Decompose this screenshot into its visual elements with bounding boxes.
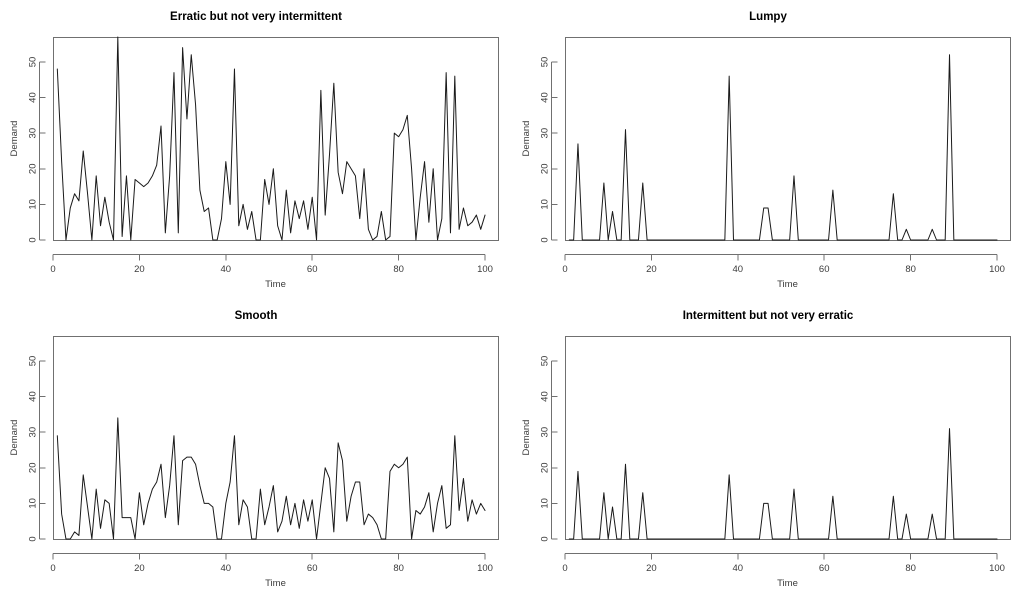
demand-series-line [568,54,998,241]
plot-frame [565,37,1011,241]
y-tick-label: 20 [28,163,39,174]
y-tick-label: 50 [28,356,39,367]
plot-frame [53,336,499,540]
x-tick-label: 0 [50,563,55,574]
x-tick-label: 100 [989,563,1005,574]
y-tick-label: 0 [28,237,39,242]
x-tick-label: 80 [393,563,404,574]
x-tick-label: 100 [989,264,1005,275]
demand-series-line [56,36,486,241]
panel-intermittent: Intermittent but not very erratic 0 10 20 30… [512,299,1024,597]
x-tick-label: 80 [393,264,404,275]
plot-title: Erratic but not very intermittent [170,11,342,23]
x-axis-title: Time [265,578,286,589]
plot-frame [53,37,499,241]
y-axis-title: Demand [9,420,20,456]
y-tick-label: 0 [540,536,551,541]
x-axis-title: Time [777,279,798,290]
y-tick-label: 30 [540,427,551,438]
y-tick-label: 0 [540,237,551,242]
y-tick-label: 10 [28,199,39,210]
y-tick-label: 10 [28,498,39,509]
x-tick-label: 60 [819,563,830,574]
y-tick-label: 20 [540,163,551,174]
x-tick-label: 20 [646,264,657,275]
y-axis-title: Demand [521,121,532,157]
x-axis-title: Time [777,578,798,589]
y-tick-label: 30 [28,427,39,438]
demand-series-line [56,417,486,540]
y-tick-label: 0 [28,536,39,541]
x-tick-label: 40 [733,563,744,574]
y-tick-label: 10 [540,498,551,509]
panel-smooth: Smooth 0 10 20 30 40 50 0 20 40 60 80 100 Time Demand [0,299,512,597]
plot-title: Lumpy [749,11,787,23]
x-tick-label: 0 [562,264,567,275]
x-tick-label: 100 [477,264,493,275]
x-tick-label: 40 [221,563,232,574]
panel-lumpy-svg: Lumpy 0 10 20 30 40 50 0 20 40 60 80 100 Time Demand [521,11,1011,290]
x-tick-label: 0 [50,264,55,275]
y-tick-label: 50 [540,356,551,367]
y-axis-title: Demand [9,121,20,157]
y-tick-label: 30 [28,128,39,139]
y-tick-label: 20 [28,462,39,473]
plot-frame [565,336,1011,540]
y-tick-label: 40 [540,391,551,402]
panel-intermittent-svg: Intermittent but not very erratic 0 10 20 30… [521,310,1011,589]
x-axis-title: Time [265,279,286,290]
y-axis-title: Demand [521,420,532,456]
y-tick-label: 40 [28,92,39,103]
panel-erratic-svg: Erratic but not very intermittent 0 10 20 30… [9,11,499,290]
y-tick-label: 50 [28,57,39,68]
y-tick-label: 50 [540,57,551,68]
x-tick-label: 20 [134,563,145,574]
panel-lumpy: Lumpy 0 10 20 30 40 50 0 20 40 60 80 100 Time Demand [512,0,1024,298]
x-tick-label: 80 [905,563,916,574]
x-tick-label: 40 [221,264,232,275]
panel-smooth-svg: Smooth 0 10 20 30 40 50 0 20 40 60 80 100 Time Demand [9,310,499,589]
y-tick-label: 30 [540,128,551,139]
x-tick-label: 60 [307,563,318,574]
x-tick-label: 40 [733,264,744,275]
plot-title: Smooth [235,310,278,322]
demand-series-line [568,428,998,540]
y-tick-label: 40 [28,391,39,402]
x-tick-label: 100 [477,563,493,574]
y-tick-label: 40 [540,92,551,103]
x-tick-label: 0 [562,563,567,574]
x-tick-label: 60 [819,264,830,275]
plot-title: Intermittent but not very erratic [683,310,854,322]
x-tick-label: 20 [646,563,657,574]
x-tick-label: 20 [134,264,145,275]
x-tick-label: 80 [905,264,916,275]
y-tick-label: 10 [540,199,551,210]
panel-erratic: Erratic but not very intermittent 0 10 20 30… [0,0,512,298]
y-tick-label: 20 [540,462,551,473]
x-tick-label: 60 [307,264,318,275]
